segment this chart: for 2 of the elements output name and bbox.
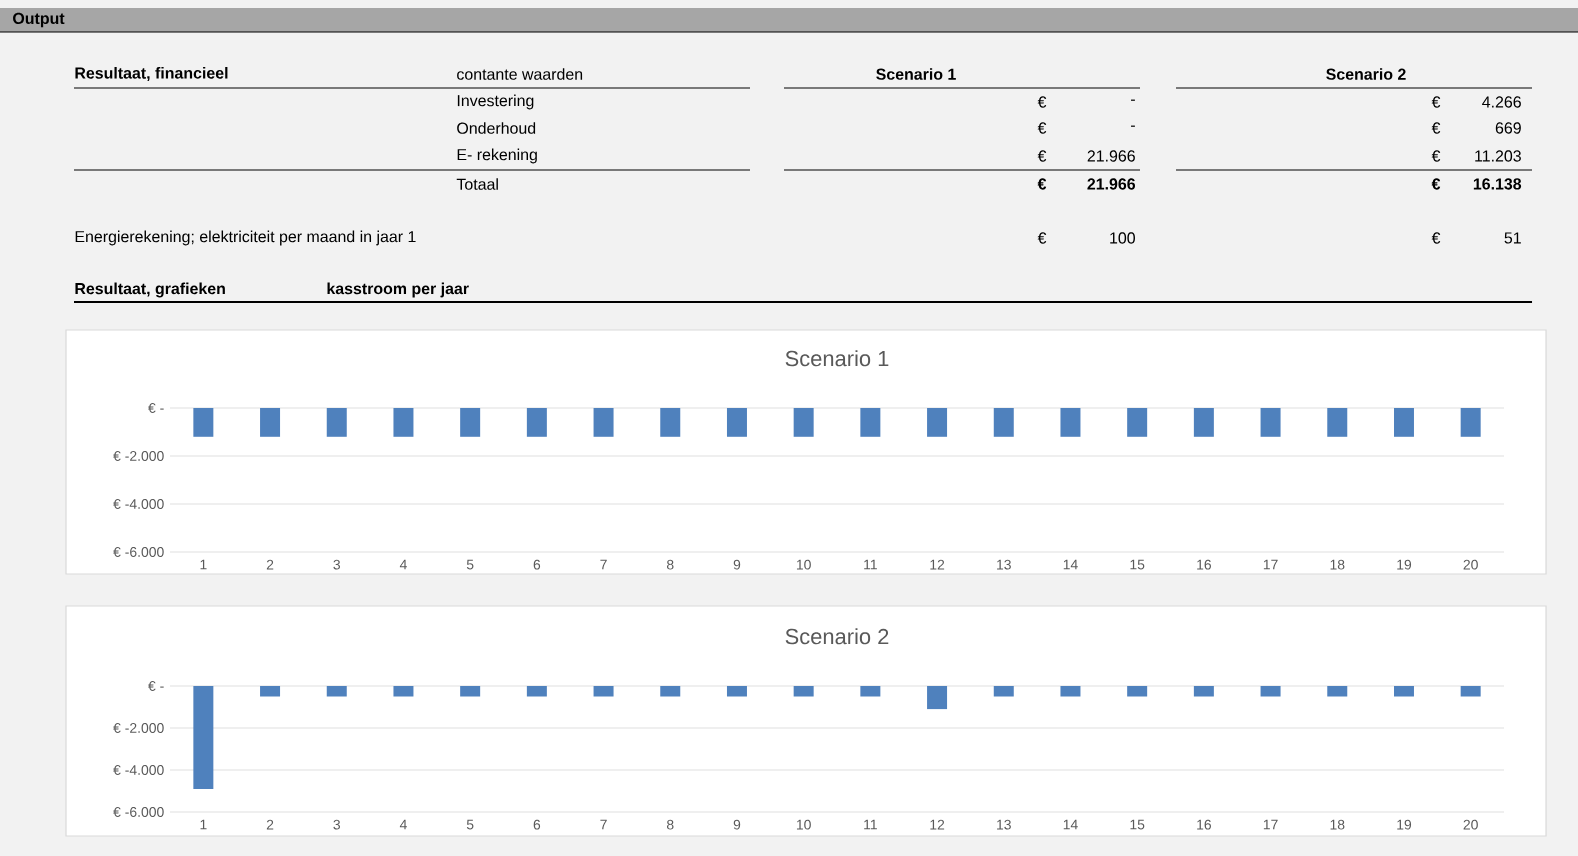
chart-title: Scenario 2 <box>785 628 889 645</box>
chart-title: Scenario 1 <box>785 350 889 367</box>
